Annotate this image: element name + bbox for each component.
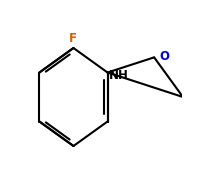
Text: NH: NH <box>109 69 129 82</box>
Text: O: O <box>159 50 169 63</box>
Text: F: F <box>69 32 77 45</box>
